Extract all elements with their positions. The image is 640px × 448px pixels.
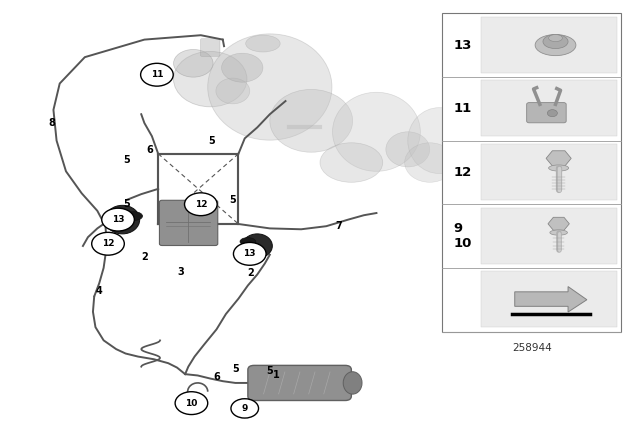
Circle shape [141, 63, 173, 86]
Text: 13: 13 [112, 215, 124, 224]
Ellipse shape [320, 143, 383, 182]
Text: 7: 7 [335, 221, 342, 231]
Ellipse shape [221, 53, 263, 82]
Text: 6: 6 [146, 145, 153, 155]
Ellipse shape [105, 205, 140, 234]
Text: 9
10: 9 10 [454, 222, 472, 250]
FancyBboxPatch shape [248, 366, 351, 401]
Circle shape [102, 208, 134, 231]
Ellipse shape [208, 34, 332, 140]
Polygon shape [548, 217, 570, 230]
Circle shape [547, 110, 557, 116]
Text: 5: 5 [232, 364, 239, 374]
Text: 2: 2 [248, 268, 254, 278]
Text: 2: 2 [141, 252, 148, 262]
Ellipse shape [535, 34, 576, 56]
Text: 5: 5 [209, 136, 216, 146]
FancyBboxPatch shape [159, 200, 218, 246]
Ellipse shape [548, 34, 563, 42]
Circle shape [175, 392, 208, 414]
Ellipse shape [173, 52, 247, 107]
Text: 4: 4 [96, 286, 102, 296]
Ellipse shape [125, 212, 143, 220]
Text: 1: 1 [273, 370, 280, 380]
Ellipse shape [333, 92, 420, 171]
Ellipse shape [246, 35, 280, 52]
Text: 8: 8 [48, 118, 55, 128]
Ellipse shape [550, 230, 568, 235]
Ellipse shape [386, 132, 430, 167]
Bar [481, 144, 618, 200]
Text: 11: 11 [454, 102, 472, 115]
Text: 5: 5 [229, 195, 236, 205]
Text: 3: 3 [177, 267, 184, 277]
FancyBboxPatch shape [527, 103, 566, 123]
Circle shape [184, 193, 217, 215]
Text: 6: 6 [213, 372, 220, 382]
Polygon shape [515, 287, 587, 312]
Ellipse shape [543, 34, 568, 48]
Text: 258944: 258944 [512, 343, 552, 353]
Text: 9: 9 [241, 404, 248, 413]
Text: 12: 12 [454, 166, 472, 179]
Text: 13: 13 [243, 250, 256, 258]
Text: 13: 13 [454, 39, 472, 52]
Circle shape [92, 233, 124, 255]
Text: 5: 5 [124, 199, 130, 209]
Ellipse shape [270, 90, 353, 152]
Ellipse shape [242, 234, 273, 258]
Ellipse shape [548, 165, 569, 171]
Text: 5: 5 [124, 155, 130, 165]
Text: 12: 12 [195, 200, 207, 209]
Text: 5: 5 [266, 366, 273, 376]
Text: 11: 11 [150, 70, 163, 79]
Ellipse shape [216, 78, 250, 104]
Ellipse shape [408, 108, 470, 173]
Bar [481, 271, 618, 327]
Text: 12: 12 [102, 239, 115, 248]
Ellipse shape [173, 49, 213, 77]
Circle shape [231, 399, 259, 418]
FancyBboxPatch shape [200, 39, 220, 56]
Bar [481, 208, 618, 263]
Polygon shape [546, 151, 571, 166]
Bar [481, 17, 618, 73]
Ellipse shape [404, 143, 455, 182]
Bar [442, 13, 621, 332]
Bar [481, 81, 618, 136]
Ellipse shape [240, 237, 256, 246]
Ellipse shape [343, 372, 362, 394]
Circle shape [234, 242, 266, 265]
Text: 10: 10 [185, 399, 198, 408]
